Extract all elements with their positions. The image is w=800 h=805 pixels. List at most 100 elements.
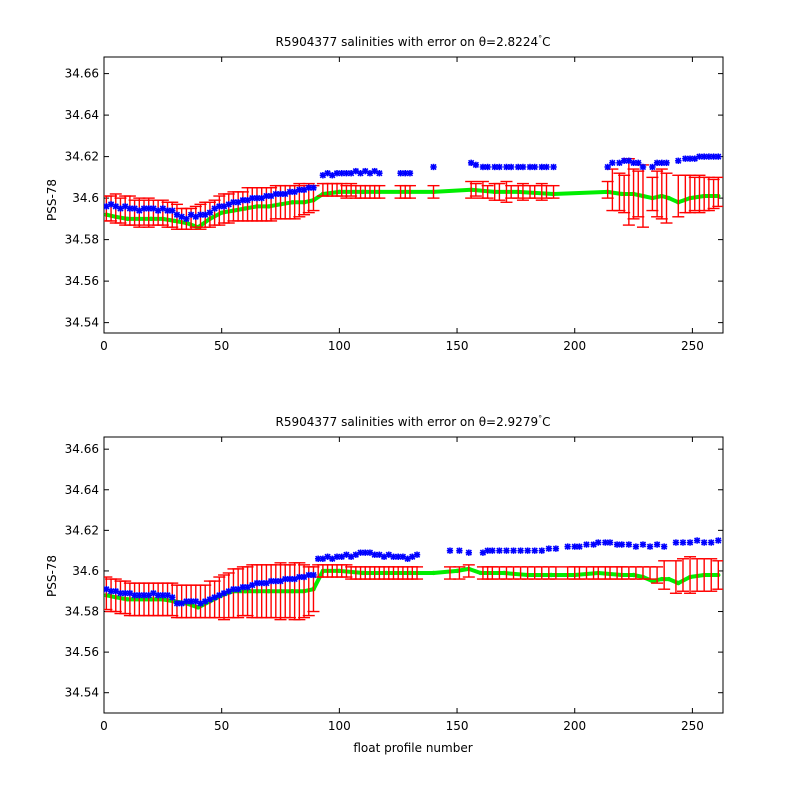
bottom-star-d2 bbox=[324, 553, 331, 560]
top-star-d2 bbox=[352, 168, 359, 175]
bottom-star-d2 bbox=[126, 590, 134, 597]
top-observed-point bbox=[715, 153, 722, 160]
bottom-observed-point bbox=[206, 596, 214, 603]
top-star-d2 bbox=[362, 168, 369, 175]
bottom-star-d2 bbox=[496, 547, 503, 554]
bottom-star-d2 bbox=[362, 549, 369, 556]
bottom-mapped-errorbar bbox=[669, 560, 682, 594]
top-mapped-errorbar bbox=[222, 193, 235, 224]
bottom-calibrated-point bbox=[337, 568, 342, 574]
bottom-observed-point bbox=[362, 549, 369, 556]
top-observed-point bbox=[484, 163, 491, 171]
bottom-mapped-errorbar bbox=[705, 558, 718, 592]
bottom-star-d2 bbox=[661, 543, 668, 550]
bottom-ytick-label: 34.66 bbox=[65, 442, 99, 456]
top-star-d2 bbox=[531, 163, 538, 171]
top-calibrated-point bbox=[666, 195, 672, 201]
top-star-d2 bbox=[131, 205, 138, 212]
top-observed-point bbox=[472, 161, 480, 169]
bottom-star-d2 bbox=[390, 553, 397, 560]
top-observed-point bbox=[296, 186, 303, 194]
bottom-calibrated-point bbox=[666, 576, 672, 582]
bottom-observed-point bbox=[187, 598, 195, 605]
bottom-star-d2 bbox=[239, 584, 246, 591]
bottom-observed-point bbox=[456, 547, 463, 554]
top-star-d2 bbox=[705, 153, 713, 160]
top-xtick-label: 200 bbox=[563, 339, 586, 353]
top-star-d2 bbox=[178, 213, 185, 220]
bottom-star-d2 bbox=[639, 541, 647, 548]
top-star-d2 bbox=[508, 163, 515, 171]
bottom-chart-panel: R5904377 salinities with error on θ=2.92… bbox=[45, 414, 724, 755]
bottom-chart-xlabel: float profile number bbox=[353, 741, 472, 755]
bottom-star-d2 bbox=[606, 539, 614, 546]
bottom-calibrated-point bbox=[659, 576, 665, 582]
top-observed-point bbox=[169, 207, 176, 214]
top-star-d2 bbox=[491, 163, 498, 171]
top-star-d2 bbox=[625, 157, 632, 164]
top-xtick-label: 50 bbox=[214, 339, 229, 353]
bottom-observed-point bbox=[595, 539, 602, 546]
top-observed-point bbox=[291, 188, 298, 196]
bottom-star-d2 bbox=[131, 592, 138, 599]
bottom-mapped-errorbar bbox=[684, 556, 697, 594]
bottom-star-d2 bbox=[538, 547, 545, 554]
top-xtick-label: 150 bbox=[446, 339, 469, 353]
bottom-star-d2 bbox=[310, 571, 317, 579]
top-mapped-errorbar bbox=[627, 168, 640, 220]
top-star-d2 bbox=[150, 205, 157, 212]
bottom-calibrated-point bbox=[384, 570, 389, 576]
bottom-observed-point bbox=[333, 553, 341, 560]
bottom-mapped-errorbar bbox=[283, 564, 296, 619]
top-mapped-errorbar bbox=[493, 182, 506, 201]
top-ytick-label: 34.66 bbox=[65, 67, 99, 81]
top-mapped-errorbar bbox=[142, 197, 155, 228]
bottom-star-d2 bbox=[564, 543, 571, 550]
top-mapped-errorbar bbox=[373, 184, 386, 199]
bottom-chart-ylabel: PSS-78 bbox=[45, 555, 59, 597]
top-observed-point bbox=[507, 163, 515, 171]
bottom-star-d2 bbox=[104, 586, 110, 593]
top-observed-point bbox=[216, 203, 223, 210]
top-observed-point bbox=[126, 205, 134, 212]
top-mapped-errorbar bbox=[646, 176, 659, 212]
top-star-d2 bbox=[159, 205, 166, 212]
bottom-calibrated-point bbox=[631, 572, 636, 578]
bottom-star-d2 bbox=[715, 537, 722, 544]
bottom-calibrated-point bbox=[676, 580, 681, 586]
bottom-star-d2 bbox=[413, 551, 421, 558]
top-star-d2 bbox=[519, 163, 527, 171]
bottom-mapped-errorbar bbox=[651, 566, 664, 584]
bottom-xtick-label: 50 bbox=[214, 719, 229, 733]
bottom-mapped-errorbar bbox=[241, 566, 254, 617]
top-observed-point bbox=[343, 170, 350, 177]
bottom-star-d2 bbox=[686, 539, 694, 546]
bottom-star-d2 bbox=[136, 592, 143, 599]
top-star-d2 bbox=[253, 194, 261, 202]
bottom-observed-point bbox=[465, 549, 473, 556]
bottom-star-d2 bbox=[552, 545, 560, 552]
top-axes-frame bbox=[103, 56, 724, 334]
bottom-observed-point bbox=[538, 547, 545, 554]
bottom-observed-point bbox=[230, 586, 237, 593]
top-mapped-errorbar bbox=[660, 172, 673, 224]
top-observed-point bbox=[639, 163, 647, 171]
top-observed-point bbox=[249, 194, 256, 202]
bottom-observed-point bbox=[679, 539, 687, 546]
bottom-star-d2 bbox=[693, 537, 701, 544]
bottom-star-d2 bbox=[150, 590, 157, 597]
top-star-d2 bbox=[468, 159, 475, 166]
bottom-mapped-errorbar bbox=[119, 580, 132, 615]
top-star-d2 bbox=[277, 190, 284, 198]
top-observed-point bbox=[430, 163, 437, 171]
bottom-star-d2 bbox=[122, 590, 129, 597]
bottom-observed-point bbox=[646, 543, 654, 550]
bottom-mapped-errorbar bbox=[104, 576, 113, 611]
bottom-ytick-label: 34.56 bbox=[65, 645, 99, 659]
bottom-star-d2 bbox=[503, 547, 510, 554]
bottom-observed-point bbox=[639, 541, 647, 548]
bottom-star-d2 bbox=[524, 547, 531, 554]
bottom-star-d2 bbox=[602, 539, 609, 546]
bottom-star-d2 bbox=[192, 598, 199, 605]
